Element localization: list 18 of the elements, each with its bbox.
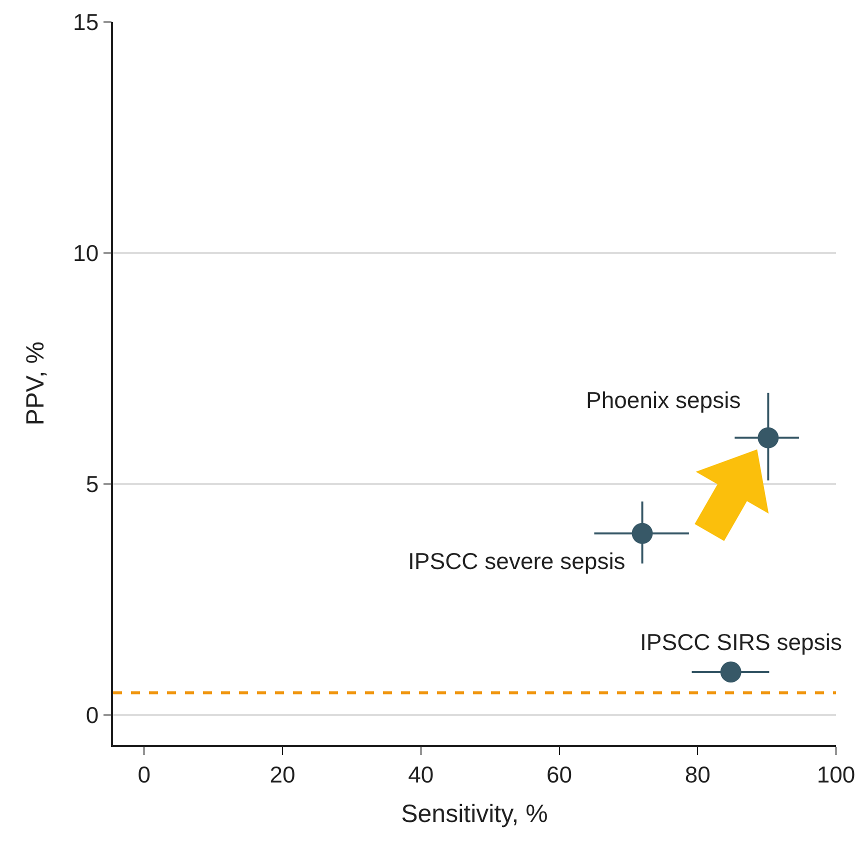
annotation: IPSCC severe sepsis bbox=[408, 548, 626, 574]
y-tick-label: 10 bbox=[73, 240, 99, 266]
x-tick-label: 20 bbox=[270, 761, 296, 788]
x-tick-label: 100 bbox=[816, 761, 856, 788]
x-axis-title: Sensitivity, % bbox=[401, 800, 548, 828]
y-tick-label: 15 bbox=[73, 9, 99, 36]
point bbox=[720, 662, 742, 682]
x-tick-label: 0 bbox=[138, 761, 151, 788]
x-tick-label: 40 bbox=[408, 761, 434, 788]
y-tick-label: 0 bbox=[86, 702, 99, 728]
point bbox=[758, 427, 779, 448]
annotation: IPSCC SIRS sepsis bbox=[640, 629, 842, 655]
x-tick-label: 60 bbox=[546, 761, 572, 788]
point bbox=[632, 522, 653, 544]
y-tick-label: 5 bbox=[86, 471, 99, 498]
annotation: Phoenix sepsis bbox=[586, 387, 741, 413]
x-tick-label: 80 bbox=[684, 761, 710, 788]
y-axis-title: PPV, % bbox=[21, 342, 50, 426]
